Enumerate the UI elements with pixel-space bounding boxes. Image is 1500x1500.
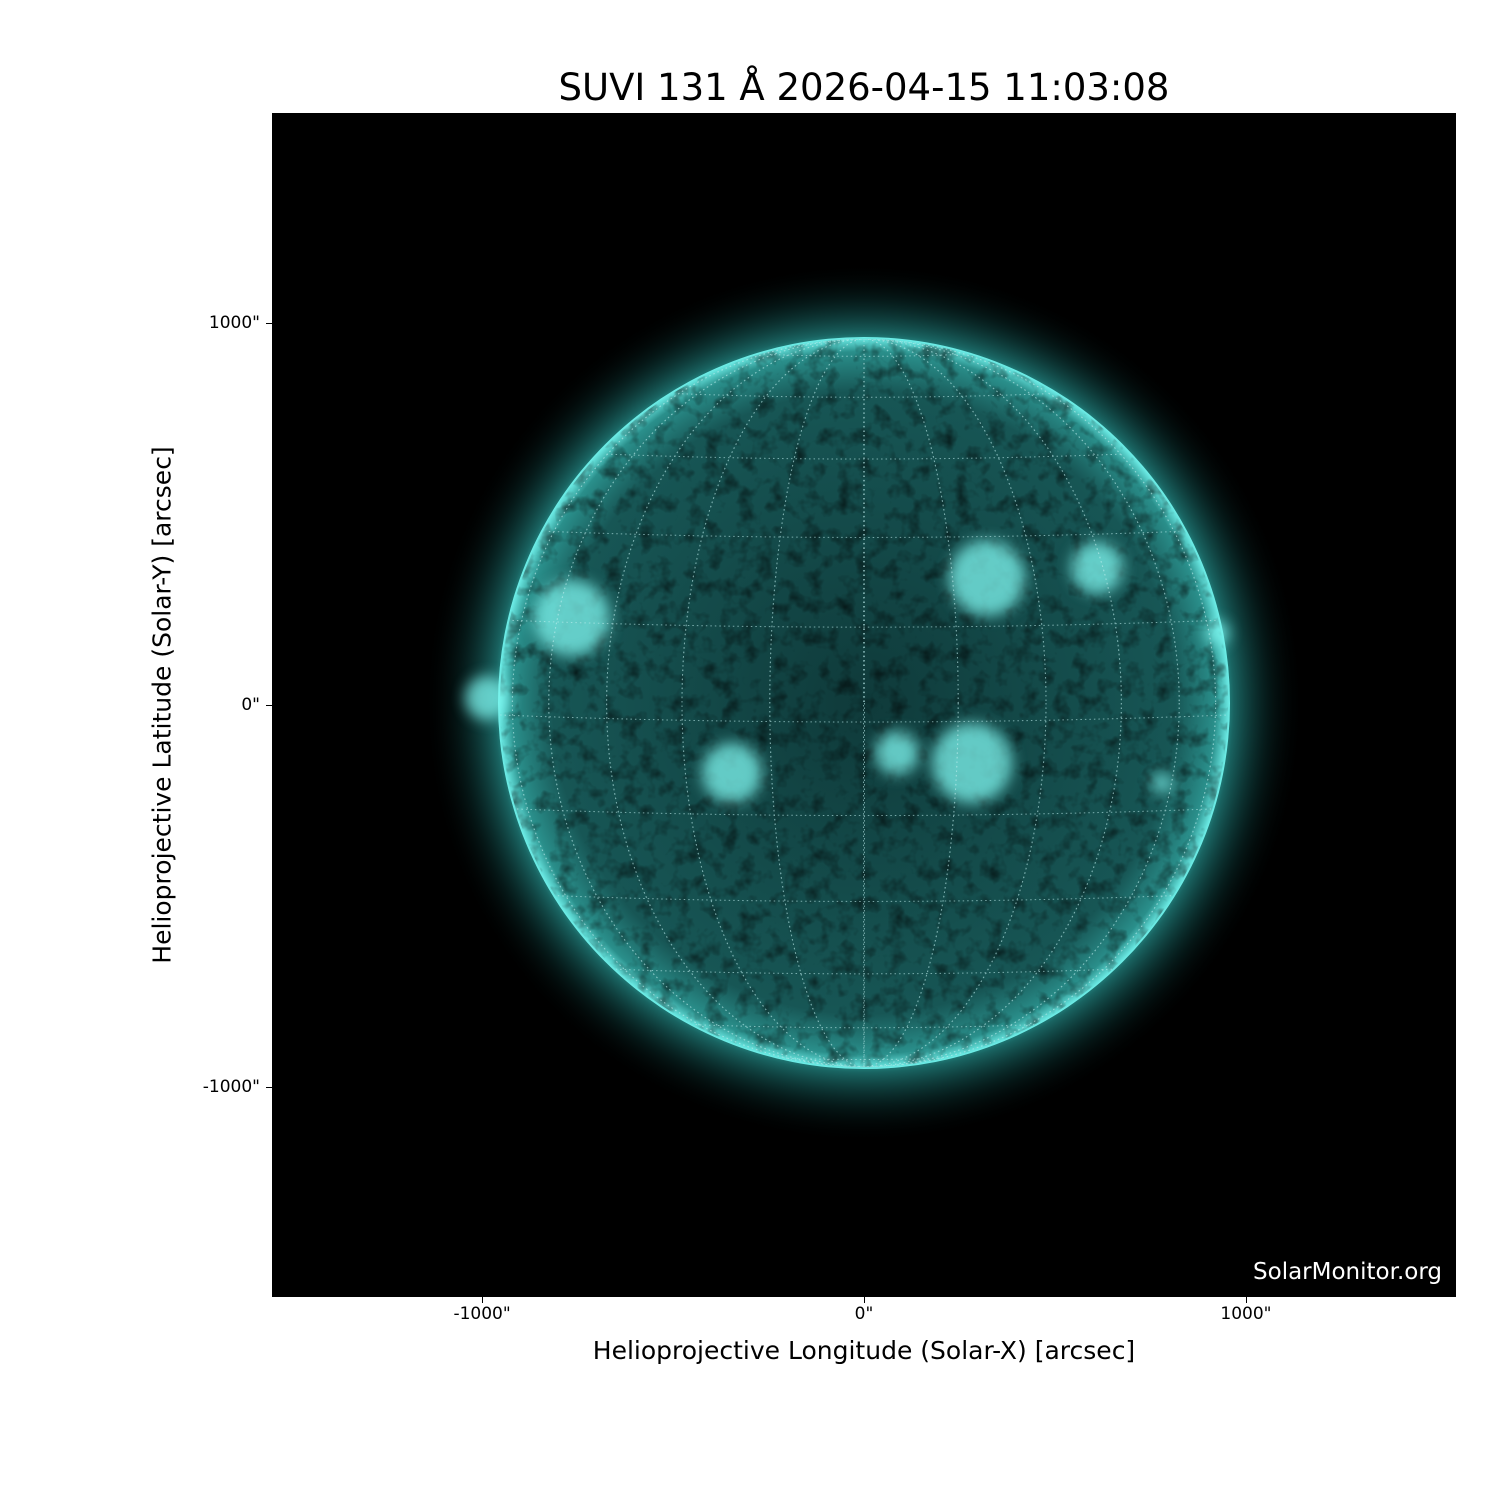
x-tick-mark [1245, 1297, 1247, 1303]
longitude-gridline [511, 339, 1217, 1067]
active-region [1205, 621, 1229, 645]
x-tick-label: -1000" [453, 1304, 511, 1324]
longitude-gridline [769, 339, 959, 1067]
latitude-gridline [681, 393, 1047, 398]
solar-disk-image [424, 263, 1304, 1143]
y-tick-label: 1000" [208, 313, 260, 334]
y-tick-label: -1000" [202, 1076, 260, 1097]
plot-area: SolarMonitor.org [272, 113, 1456, 1297]
active-region [932, 723, 1012, 803]
x-tick-mark [482, 1297, 484, 1303]
active-region [534, 580, 610, 656]
y-tick-mark [266, 1086, 272, 1088]
longitude-gridline [863, 339, 865, 1067]
y-tick-mark [266, 705, 272, 706]
latitude-gridline [548, 894, 1180, 902]
watermark: SolarMonitor.org [1253, 1259, 1442, 1285]
active-region [1071, 542, 1123, 594]
active-region [949, 540, 1025, 616]
latitude-gridline [512, 619, 1216, 628]
x-tick-label: 0" [854, 1304, 874, 1324]
latitude-gridline [548, 530, 1180, 538]
active-region [465, 676, 509, 720]
x-axis-label: Helioprojective Longitude (Solar-X) [arc… [592, 1336, 1136, 1365]
active-region [702, 743, 762, 803]
x-tick-label: 1000" [1220, 1304, 1272, 1324]
latitude-gridline [606, 968, 1122, 975]
longitude-gridline [681, 339, 1047, 1067]
active-region [875, 731, 919, 775]
latitude-gridline [512, 808, 1216, 817]
longitude-gridline [606, 339, 1122, 1067]
active-region [1152, 773, 1172, 793]
latitude-gridline [606, 453, 1122, 460]
x-tick-mark [864, 1297, 865, 1303]
y-tick-mark [266, 323, 272, 325]
longitude-gridline [548, 339, 1180, 1067]
latitude-gridline [681, 1023, 1047, 1029]
chart-title: SUVI 131 Å 2026-04-15 11:03:08 [558, 66, 1170, 109]
y-tick-label: 0" [241, 695, 260, 715]
y-axis-label: Helioprojective Latitude (Solar-Y) [arcs… [147, 446, 177, 964]
